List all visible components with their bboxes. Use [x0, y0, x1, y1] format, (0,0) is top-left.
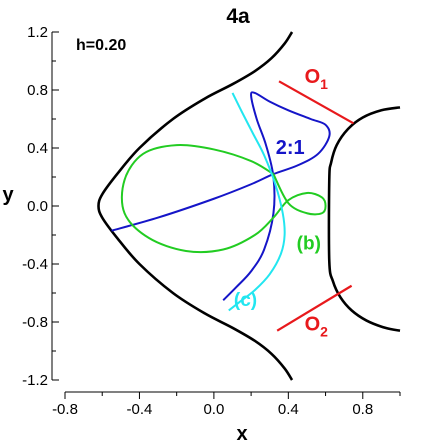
- x-axis-title: x: [236, 423, 247, 443]
- x-tick-label: -0.4: [127, 401, 153, 418]
- x-tick-label: 0.8: [352, 401, 373, 418]
- series-boundary-left: [97, 31, 294, 381]
- series-boundary-right: [327, 106, 401, 332]
- x-tick-label: 0.4: [278, 401, 299, 418]
- x-axis: -0.8 -0.4 0.0 0.4 0.8: [52, 391, 401, 418]
- energy-parameter-label: h=0.20: [76, 37, 126, 54]
- y-tick-label: -0.8: [22, 314, 48, 331]
- series-orbit-c: [228, 92, 286, 312]
- annotation-ann-O2: O2: [305, 314, 329, 340]
- plot-area: 1.20.80.40.0-0.4-0.8-1.2 -0.8 -0.4 0.0 0.4 0…: [22, 24, 401, 418]
- series-orbit-21: [111, 91, 331, 301]
- x-tick-label: -0.8: [52, 401, 78, 418]
- x-tick-label: 0.0: [203, 401, 224, 418]
- y-tick-label: 0.4: [27, 140, 48, 157]
- y-tick-label: 0.8: [27, 82, 48, 99]
- annotation-ann-O1: O1: [305, 66, 329, 92]
- annotation-ann-c: (c): [234, 290, 257, 311]
- y-tick-label: 1.2: [27, 24, 48, 41]
- series-O2: [276, 284, 353, 332]
- annotation-ann-b: (b): [297, 234, 321, 255]
- annotation-layer: O1 O2 2:1 (b) (c): [234, 66, 328, 340]
- chart-title: 4a: [226, 5, 250, 28]
- y-axis-title: y: [2, 184, 14, 206]
- series-O1: [278, 80, 355, 125]
- series-orbit-b: [120, 143, 327, 254]
- y-tick-label: 0.0: [27, 198, 48, 215]
- y-tick-label: -1.2: [22, 372, 48, 389]
- y-axis: 1.2 0.8 0.4 0.0 -0.4 -0.8 -1.2: [22, 24, 59, 389]
- series-layer: [97, 31, 401, 381]
- annotation-ann-21: 2:1: [276, 137, 305, 159]
- y-tick-label: -0.4: [22, 256, 48, 273]
